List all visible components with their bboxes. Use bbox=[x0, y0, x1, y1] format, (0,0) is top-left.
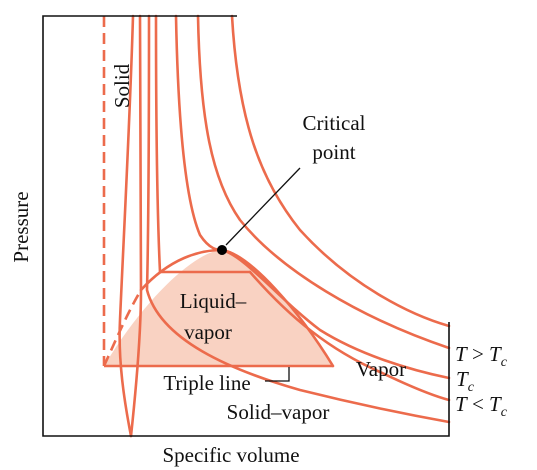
isotherm-below-critical bbox=[154, 14, 451, 402]
triple-line-label: Triple line bbox=[163, 371, 250, 395]
solid-region-label: Solid bbox=[110, 63, 134, 108]
axes-frame bbox=[42, 15, 450, 437]
critical-point-label-line2: point bbox=[312, 140, 355, 164]
solid-boundary-curve bbox=[118, 14, 135, 438]
isotherm-lowest bbox=[145, 14, 451, 424]
isotherm-label-above-critical: T > Tc bbox=[455, 342, 508, 370]
x-axis-label: Specific volume bbox=[162, 443, 299, 467]
isotherm-label-below-critical: T < Tc bbox=[455, 392, 508, 420]
triple-line-leader bbox=[265, 367, 290, 382]
liquid-vapor-label-line1: Liquid– bbox=[180, 289, 247, 313]
isotherm-above-critical bbox=[196, 14, 451, 350]
saturation-curve-dashed bbox=[102, 289, 143, 367]
critical-point-leader bbox=[225, 167, 301, 246]
critical-point-marker bbox=[217, 245, 227, 255]
liquid-vapor-label-line2: vapor bbox=[184, 320, 232, 344]
liquid-vapor-dome bbox=[104, 250, 333, 366]
vapor-region-label: Vapor bbox=[356, 357, 406, 381]
y-axis-label: Pressure bbox=[9, 191, 33, 262]
solid-vapor-label: Solid–vapor bbox=[227, 400, 330, 424]
solid-liquid-curve bbox=[129, 14, 143, 438]
isotherm-label-critical: Tc bbox=[456, 367, 475, 395]
isotherm-highest bbox=[230, 14, 451, 328]
critical-point-label-line1: Critical bbox=[303, 111, 366, 135]
